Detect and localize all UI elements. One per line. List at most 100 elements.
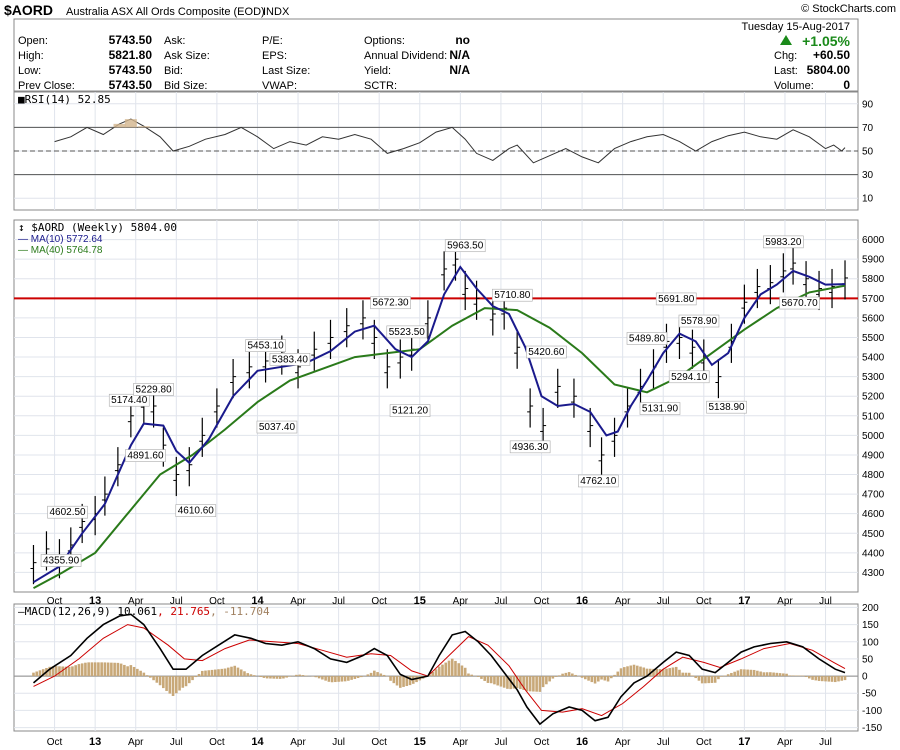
x-tick-year: 17 <box>738 736 750 748</box>
y-tick-label: 4500 <box>862 529 885 540</box>
macd-histogram-bar <box>730 672 733 677</box>
macd-histogram-bar <box>74 665 77 677</box>
price-annotation-label: 5037.40 <box>259 422 296 433</box>
x-tick-month: Oct <box>371 596 387 607</box>
chart-marks: ■RSI(14) 52.85 4355.90 4602.50 5174.405229.… <box>14 93 858 748</box>
y-tick-label: 4600 <box>862 509 885 520</box>
y-tick-label: 5700 <box>862 294 885 305</box>
field-label: Volume: <box>774 80 814 92</box>
macd-histogram-bar <box>545 676 548 685</box>
macd-histogram-bar <box>522 676 525 690</box>
y-tick-label: 5200 <box>862 392 885 403</box>
macd-histogram-bar <box>233 665 237 677</box>
macd-histogram-bar <box>350 676 353 680</box>
macd-histogram-bar <box>759 671 762 677</box>
macd-histogram-bar <box>197 673 201 677</box>
macd-histogram-bar <box>671 667 675 677</box>
price-annotation-box <box>763 235 804 249</box>
macd-histogram-bar <box>749 669 753 677</box>
y-tick-label: 4700 <box>862 490 885 501</box>
x-tick-year: 16 <box>576 595 588 607</box>
macd-histogram-bar <box>454 660 457 677</box>
macd-histogram-bar <box>324 676 327 681</box>
x-tick-month: Jul <box>819 596 832 607</box>
quote-box <box>13 18 859 92</box>
macd-histogram-bar <box>395 676 399 686</box>
field-label: Bid Size: <box>164 80 207 92</box>
macd-histogram-bar <box>434 669 438 677</box>
macd-histogram-bar <box>210 669 214 677</box>
macd-histogram-bar <box>824 676 827 682</box>
macd-histogram-bar <box>652 668 655 677</box>
macd-histogram-bar <box>476 676 480 677</box>
macd-histogram-bar <box>558 675 561 677</box>
macd-histogram-bar <box>110 662 113 677</box>
macd-histogram-bar <box>116 662 120 677</box>
macd-histogram-bar <box>369 672 373 677</box>
macd-histogram-bar <box>528 676 532 692</box>
macd-histogram-bar <box>285 676 288 678</box>
macd-histogram-bar <box>168 676 172 694</box>
field-value: 0 <box>843 78 850 92</box>
macd-histogram-bar <box>571 673 574 677</box>
macd-histogram-bar <box>437 666 441 677</box>
macd-histogram-bar <box>616 671 620 677</box>
field-value: 5804.00 <box>807 63 851 77</box>
macd-histogram-bar <box>171 676 175 696</box>
change-percent: +1.05% <box>802 33 850 49</box>
price-annotation-box <box>47 505 88 519</box>
macd-histogram-bar <box>93 662 97 677</box>
field-value: N/A <box>449 48 470 62</box>
macd-histogram-bar <box>145 675 149 677</box>
y-tick-label: 5300 <box>862 372 885 383</box>
macd-line <box>32 613 846 726</box>
price-annotation-label: 5294.10 <box>671 372 708 383</box>
macd-histogram-bar <box>356 676 360 679</box>
macd-title-value: —MACD(12,26,9) 10.061 <box>18 605 157 618</box>
macd-histogram-bar <box>639 666 642 677</box>
price-title: ↕ $AORD (Weekly) 5804.00 <box>18 221 177 234</box>
price-annotation-box <box>245 339 286 352</box>
rsi-line <box>54 118 846 164</box>
macd-histogram-bar <box>467 673 470 677</box>
macd-histogram-bar <box>814 676 818 681</box>
up-arrow-icon <box>780 35 792 45</box>
macd-histogram-bar <box>782 673 785 677</box>
macd-histogram-bar <box>642 667 646 677</box>
field-label: Low: <box>18 65 41 77</box>
macd-histogram-bar <box>155 676 159 683</box>
macd-histogram-bar <box>389 676 392 681</box>
quote-date: Tuesday 15-Aug-2017 <box>742 21 850 33</box>
macd-histogram-bar <box>217 669 220 677</box>
macd-histogram-bar <box>811 676 814 680</box>
price-annotation-label: 5453.10 <box>247 341 284 352</box>
macd-histogram-bar <box>340 676 344 682</box>
macd-histogram-bar <box>820 676 824 682</box>
macd-histogram-bar <box>408 676 412 686</box>
macd-histogram-bar <box>149 676 152 678</box>
price-annotation-box <box>256 420 298 434</box>
macd-histogram-bar <box>223 668 227 677</box>
macd-histogram-bar <box>808 676 811 679</box>
macd-histogram-bar <box>187 676 191 684</box>
price-annotation-label: 4891.60 <box>127 451 164 462</box>
price-annotation-label: 5691.80 <box>658 294 695 305</box>
macd-histogram-bar <box>236 667 240 677</box>
price-annotation-label: 4936.30 <box>512 442 549 453</box>
price-annotation-label: 4355.90 <box>43 555 80 566</box>
signal-line <box>33 624 846 717</box>
macd-histogram-bar <box>833 676 837 683</box>
y-tick-label: 5600 <box>862 313 885 324</box>
exchange: INDX <box>263 6 290 18</box>
field-label: VWAP: <box>262 80 297 92</box>
macd-histogram-bar <box>493 676 496 685</box>
macd-histogram-bar <box>532 676 535 692</box>
price-annotation-label: 5670.70 <box>781 298 818 309</box>
macd-histogram-bar <box>480 676 483 679</box>
macd-histogram-bar <box>252 675 256 677</box>
macd-histogram-bar <box>499 676 503 687</box>
macd-histogram-bar <box>106 662 110 677</box>
field-value: 5743.50 <box>109 63 153 77</box>
x-tick-month: Apr <box>290 737 306 748</box>
macd-histogram-bar <box>606 676 610 682</box>
